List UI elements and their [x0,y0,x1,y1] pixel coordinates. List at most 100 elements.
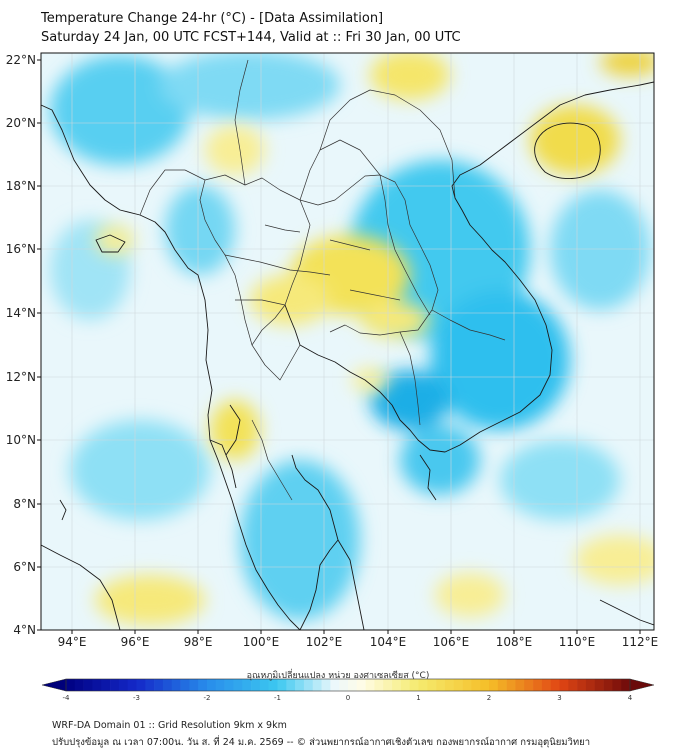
map-border [40,52,655,631]
colorbar-cell [251,679,261,691]
colorbar-cell [312,679,322,691]
colorbar-cell [497,679,507,691]
colorbar-cell [189,679,199,691]
colorbar-cell [215,679,225,691]
lon-label: 94°E [58,635,87,649]
colorbar-cell [550,679,560,691]
gridlines [41,53,654,630]
colorbar-cell [365,679,375,691]
longitude-labels: 94°E 96°E 98°E 100°E 102°E 104°E 106°E 1… [58,635,659,649]
lat-label: 12°N [6,370,36,384]
colorbar-cell [118,679,128,691]
colorbar-cell [568,679,578,691]
colorbar-cell [162,679,173,691]
colorbar-cell [74,679,84,691]
latitude-labels: 22°N 20°N 18°N 16°N 14°N 12°N 10°N 8°N 6… [6,53,36,637]
colorbar-cell [92,679,102,691]
colorbar-tick-label: -2 [204,694,211,702]
colorbar-cell [603,679,613,691]
lon-label: 112°E [622,635,659,649]
colorbar-cell [524,679,534,691]
colorbar-cell [303,679,314,691]
lat-label: 20°N [6,116,36,130]
colorbar-cell [444,679,455,691]
colorbar-cell [268,679,278,691]
colorbar-cell [480,679,490,691]
lat-label: 16°N [6,242,36,256]
colorbar-cell [621,679,631,691]
colorbar-tick-label: 1 [416,694,420,702]
footer-update-info: ปรับปรุงข้อมูล ณ เวลา 07:00น. วัน ส. ที่… [52,737,591,748]
colorbar-cell [612,679,622,691]
colorbar-cell [577,679,587,691]
colorbar-cell [515,679,525,691]
colorbar-cell [207,679,217,691]
colorbar-cell [180,679,190,691]
colorbar-cell [418,679,428,691]
colorbar-cell [533,679,543,691]
colorbar-cell [348,679,358,691]
colorbar-cell [277,679,287,691]
colorbar-title: อุณหภูมิเปลี่ยนแปลง หน่วย องศาเซลเซียส (… [246,671,430,681]
colorbar-cell [154,679,164,691]
colorbar-cell [541,679,551,691]
lat-label: 18°N [6,179,36,193]
colorbar-cell [374,679,384,691]
colorbar-cell [506,679,516,691]
colorbar-cell [66,679,76,691]
lat-label: 8°N [13,497,36,511]
footer-model-info: WRF-DA Domain 01 :: Grid Resolution 9km … [52,720,287,731]
lat-label: 14°N [6,306,36,320]
lon-label: 98°E [184,635,213,649]
lon-label: 102°E [306,635,343,649]
colorbar-cell [436,679,446,691]
map-subtitle: Saturday 24 Jan, 00 UTC FCST+144, Valid … [41,30,461,45]
colorbar-cell [427,679,437,691]
colorbar-cell [462,679,472,691]
colorbar-cell [295,679,305,691]
colorbar-tick-label: 2 [487,694,491,702]
colorbar-cell [409,679,419,691]
colorbar-tick-label: 0 [346,694,350,702]
colorbar-cell [110,679,120,691]
coastlines [41,81,654,630]
colorbar-cell [259,679,269,691]
colorbar-outline [65,678,631,692]
map-panel [41,53,654,630]
colorbar-ticks: -4 -3 -2 -1 0 1 2 3 4 [63,694,633,702]
axis-ticks [37,59,641,634]
colorbar-tick-label: 3 [557,694,561,702]
colorbar-tick-label: 4 [628,694,633,702]
lon-label: 106°E [433,635,470,649]
colorbar-tick-label: -3 [133,694,140,702]
lon-label: 96°E [121,635,150,649]
colorbar-cell [559,679,569,691]
colorbar-tick-label: -4 [63,694,71,702]
colorbar-tick-label: -1 [274,694,281,702]
lat-label: 22°N [6,53,36,67]
colorbar-cell [242,679,252,691]
colorbar-cell [585,679,596,691]
colorbar-cell [392,679,402,691]
lat-label: 10°N [6,433,36,447]
colorbar-cell [471,679,481,691]
colorbar-cell [286,679,296,691]
lon-label: 104°E [370,635,407,649]
colorbar-cell [127,679,137,691]
colorbar-cell [356,679,366,691]
lat-label: 4°N [13,623,36,637]
lat-label: 6°N [13,560,36,574]
colorbar-cell [330,679,340,691]
colorbar-cell [171,679,181,691]
colorbar-cell [101,679,111,691]
colorbar-cell [400,679,410,691]
lon-label: 110°E [559,635,596,649]
colorbar-cell [383,679,393,691]
colorbar-cell [198,679,208,691]
warming-field [95,53,654,625]
lon-label: 100°E [243,635,280,649]
colorbar-cell [321,679,331,691]
colorbar-cell [136,679,146,691]
colorbar-cell [233,679,243,691]
